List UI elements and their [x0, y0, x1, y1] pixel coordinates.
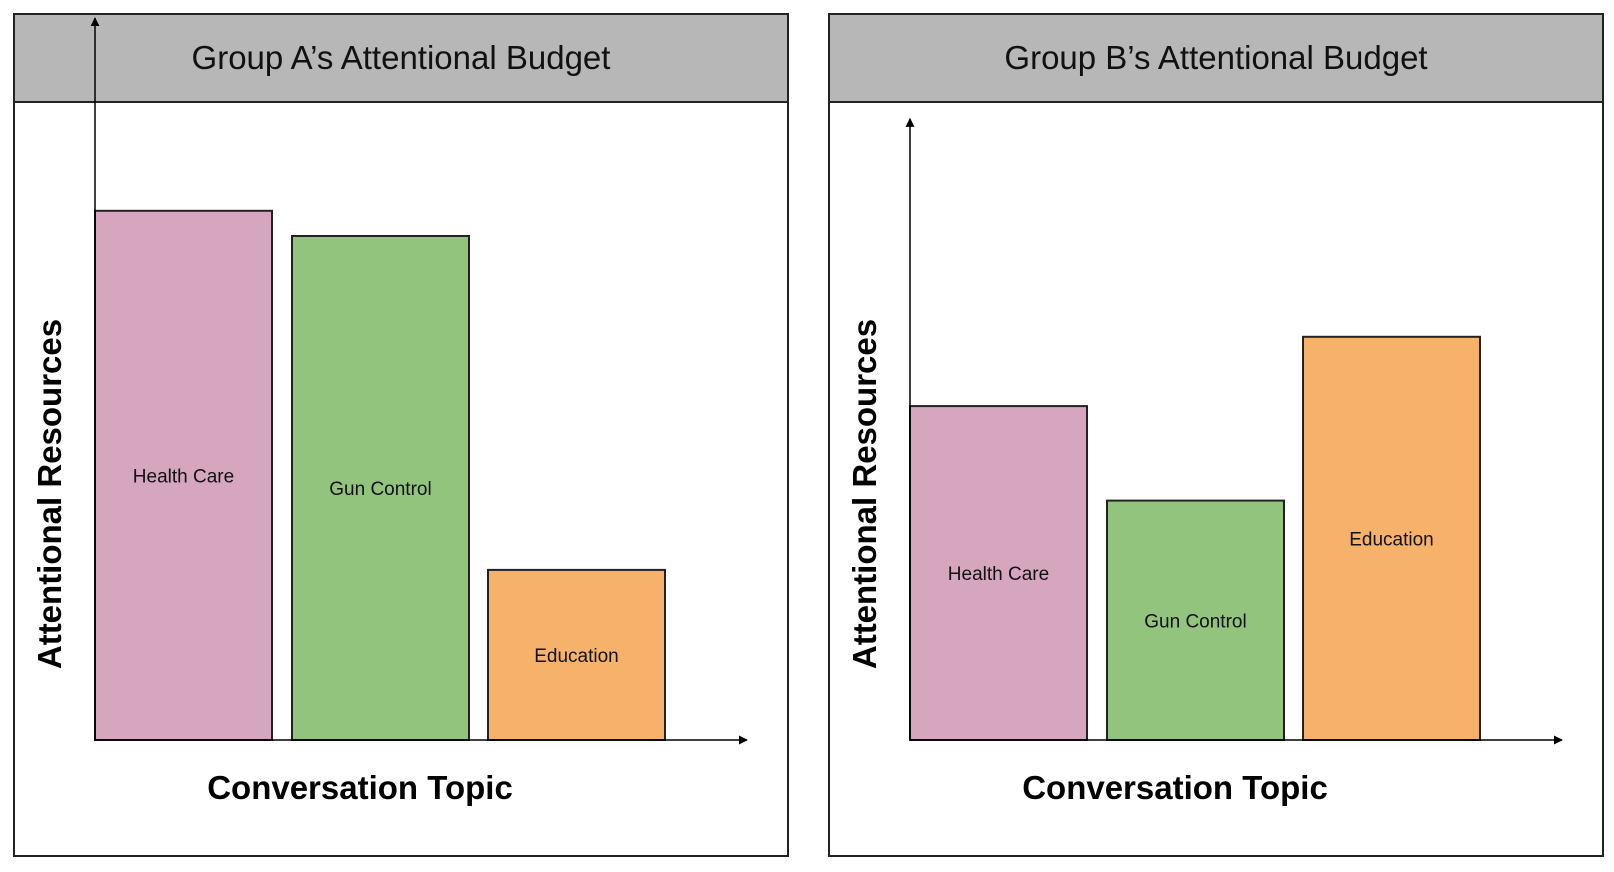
bar-health-care [909, 405, 1088, 741]
bar-label: Education [534, 646, 619, 667]
x-axis-title: Conversation Topic [1022, 769, 1328, 806]
bar-label: Gun Control [1144, 611, 1246, 632]
bar-gun-control [291, 235, 470, 741]
bar-label: Gun Control [329, 479, 431, 500]
bar-label: Health Care [948, 564, 1049, 585]
chart-svg: Health Care Gun Control Education Conversat… [846, 117, 1563, 806]
y-axis-title: Attentional Resources [31, 319, 68, 669]
chart-panel-group-a: Group A’s Attentional Budget Health Care… [13, 13, 789, 857]
chart-panel-group-b: Group B’s Attentional Budget Health Care… [828, 13, 1604, 857]
y-axis-title: Attentional Resources [846, 319, 883, 669]
bar-label: Education [1349, 529, 1434, 550]
bar-health-care [94, 209, 273, 742]
chart-svg: Health Care Gun Control Education Conversat… [31, 17, 748, 806]
bar-label: Health Care [133, 466, 234, 487]
bar-education [1302, 335, 1481, 741]
chart-title: Group B’s Attentional Budget [830, 15, 1602, 103]
bar-education [487, 568, 666, 742]
chart-title: Group A’s Attentional Budget [15, 15, 787, 103]
bar-gun-control [1106, 499, 1285, 741]
x-axis-title: Conversation Topic [207, 769, 513, 806]
